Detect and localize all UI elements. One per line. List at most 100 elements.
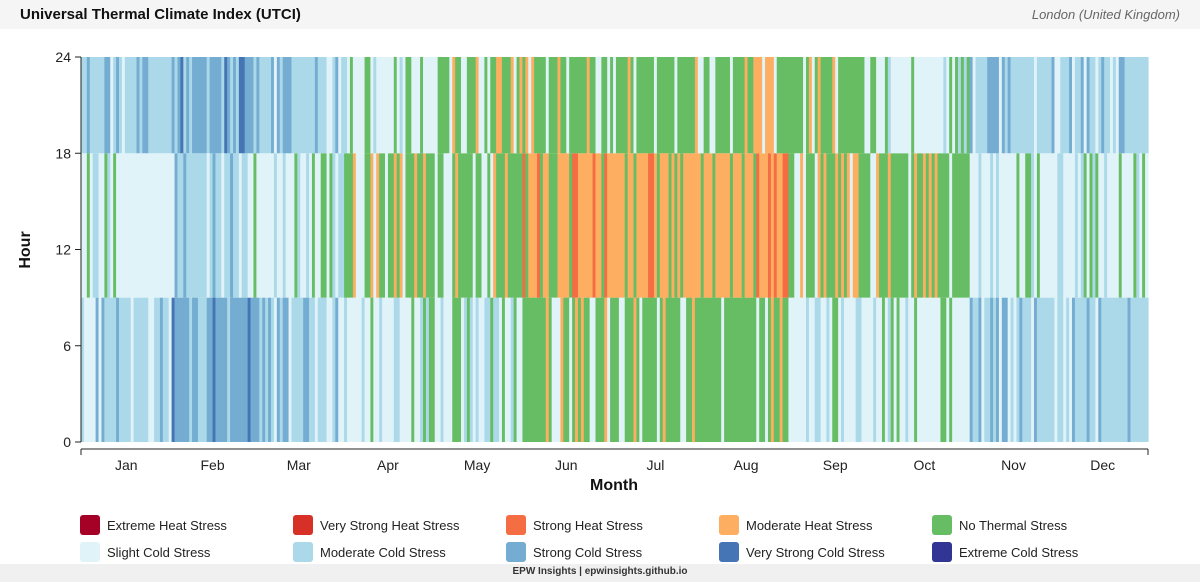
heatmap-cell xyxy=(519,297,524,443)
heatmap-cell xyxy=(276,153,281,298)
heatmap-cell xyxy=(867,57,871,154)
heatmap-cell xyxy=(551,153,556,298)
heatmap-cell xyxy=(116,57,120,154)
heatmap-cell xyxy=(197,57,202,154)
heatmap-cell xyxy=(683,57,687,154)
chart-header: Universal Thermal Climate Index (UTCI) L… xyxy=(0,0,1200,29)
heatmap-cell xyxy=(835,153,839,298)
heatmap-cell xyxy=(405,297,409,443)
heatmap-cell xyxy=(355,57,360,154)
heatmap-cell xyxy=(1045,57,1050,154)
x-tick-label: Apr xyxy=(377,457,399,473)
heatmap-cell xyxy=(876,297,880,443)
heatmap-cell xyxy=(481,297,486,443)
heatmap-cell xyxy=(572,57,576,154)
heatmap-cell xyxy=(624,153,629,298)
heatmap-cell xyxy=(785,297,790,443)
heatmap-cell xyxy=(174,297,179,443)
heatmap-cell xyxy=(531,297,535,443)
heatmap-cell xyxy=(428,57,433,154)
heatmap-cell xyxy=(171,57,176,154)
heatmap-cell xyxy=(545,57,550,154)
heatmap-cell xyxy=(306,297,310,443)
heatmap-cell xyxy=(428,153,433,298)
heatmap-cell xyxy=(358,153,363,298)
heatmap-cell xyxy=(1057,57,1061,154)
heatmap-cell xyxy=(455,297,459,443)
heatmap-cell xyxy=(563,297,567,443)
x-tick-label: Jul xyxy=(646,457,664,473)
heatmap-cell xyxy=(797,153,801,298)
heatmap-cell xyxy=(934,153,939,298)
heatmap-cell xyxy=(1042,297,1047,443)
heatmap-cell xyxy=(282,153,287,298)
heatmap-cell xyxy=(838,297,842,443)
heatmap-cell xyxy=(402,297,407,443)
heatmap-cell xyxy=(227,297,231,443)
heatmap-cell xyxy=(268,297,272,443)
heatmap-cell xyxy=(1092,153,1096,298)
heatmap-cell xyxy=(525,57,529,154)
heatmap-cell xyxy=(873,153,877,298)
heatmap-cell xyxy=(431,153,436,298)
heatmap-cell xyxy=(1025,297,1029,443)
heatmap-cell xyxy=(1036,153,1041,298)
heatmap-cell xyxy=(1066,57,1070,154)
heatmap-cell xyxy=(659,57,664,154)
heatmap-cell xyxy=(709,57,714,154)
heatmap-cell xyxy=(1016,57,1020,154)
heatmap-cell xyxy=(247,57,252,154)
heatmap-cell xyxy=(352,57,357,154)
heatmap-cell xyxy=(303,153,307,298)
heatmap-cell xyxy=(472,153,477,298)
heatmap-cell xyxy=(852,153,857,298)
heatmap-cell xyxy=(98,57,103,154)
heatmap-cell xyxy=(504,57,509,154)
heatmap-cell xyxy=(949,297,953,443)
heatmap-cell xyxy=(621,153,626,298)
heatmap-cell xyxy=(136,57,141,154)
heatmap-cell xyxy=(1074,153,1079,298)
heatmap-cell xyxy=(244,297,249,443)
heatmap-cell xyxy=(694,153,699,298)
heatmap-cell xyxy=(928,57,933,154)
heatmap-cell xyxy=(592,153,597,298)
heatmap-cell xyxy=(399,153,404,298)
heatmap-cell xyxy=(729,153,734,298)
heatmap-cell xyxy=(291,57,295,154)
heatmap-cell xyxy=(589,297,594,443)
heatmap-cell xyxy=(1098,297,1102,443)
utci-heatmap: 0 6 12 18 24 Jan Feb Mar Apr May Jun Jul Aug Sep Oct No… xyxy=(17,49,1149,494)
heatmap-cell xyxy=(1036,297,1041,443)
heatmap-cell xyxy=(861,153,866,298)
heatmap-cell xyxy=(876,57,880,154)
heatmap-cell xyxy=(326,153,331,298)
heatmap-cell xyxy=(805,57,810,154)
heatmap-cell xyxy=(686,153,690,298)
heatmap-cell xyxy=(256,297,260,443)
heatmap-cell xyxy=(192,57,196,154)
heatmap-cell xyxy=(858,153,863,298)
heatmap-cell xyxy=(1077,57,1082,154)
heatmap-cell xyxy=(639,297,643,443)
heatmap-cell xyxy=(659,153,664,298)
heatmap-cell xyxy=(522,57,526,154)
legend-swatch xyxy=(80,542,100,562)
heatmap-cell xyxy=(987,153,991,298)
heatmap-cell xyxy=(727,153,731,298)
heatmap-cell xyxy=(361,297,366,443)
heatmap-cell xyxy=(303,297,307,443)
heatmap-cell xyxy=(753,297,757,443)
heatmap-cell xyxy=(1112,57,1117,154)
heatmap-cell xyxy=(1071,297,1076,443)
heatmap-cell xyxy=(896,57,901,154)
heatmap-cell xyxy=(177,57,181,154)
heatmap-cell xyxy=(282,57,287,154)
heatmap-cell xyxy=(899,297,904,443)
heatmap-cell xyxy=(811,297,816,443)
heatmap-cell xyxy=(826,153,830,298)
heatmap-cell xyxy=(773,153,778,298)
heatmap-cell xyxy=(800,153,804,298)
heatmap-cell xyxy=(89,153,94,298)
heatmap-cell xyxy=(121,297,126,443)
